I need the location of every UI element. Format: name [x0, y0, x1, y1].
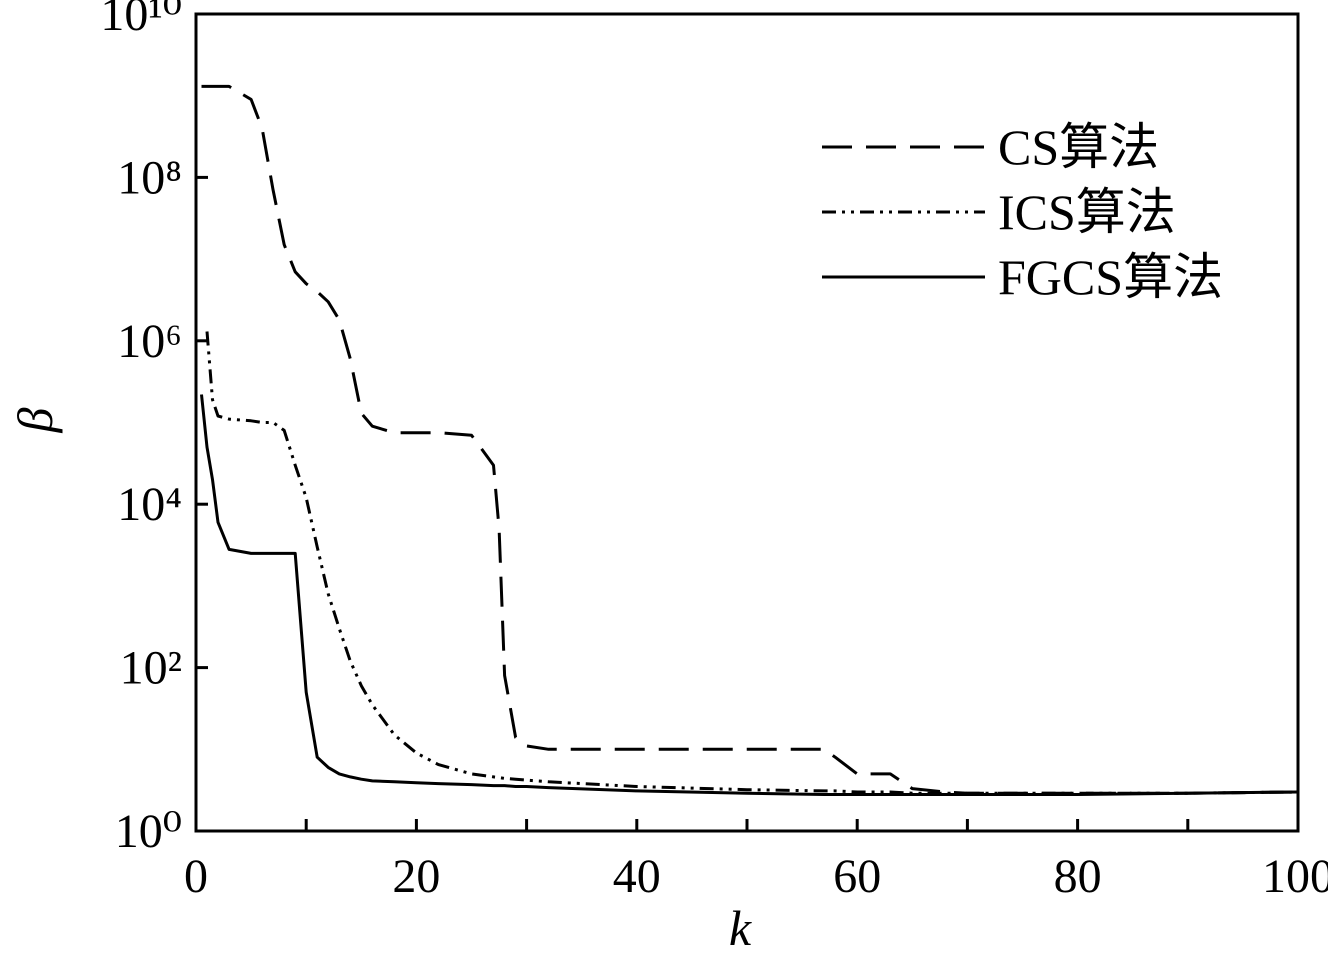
y-tick-label: 10⁶: [117, 315, 182, 368]
x-axis-label: k: [729, 900, 752, 956]
y-tick-label: 10⁸: [117, 151, 182, 204]
y-tick-label: 10²: [120, 642, 182, 695]
y-axis-label: β: [7, 407, 63, 433]
y-tick-label: 10⁰: [115, 805, 182, 858]
legend-label: ICS算法: [998, 184, 1176, 240]
x-tick-label: 20: [392, 850, 440, 903]
series-line: [205, 331, 1299, 795]
series-line: [201, 84, 1299, 795]
x-tick-label: 80: [1054, 850, 1102, 903]
legend-label: CS算法: [998, 119, 1159, 175]
series-line: [200, 394, 1299, 796]
x-tick-label: 100: [1262, 850, 1328, 903]
y-tick-label: 10¹⁰: [100, 0, 182, 41]
legend-label: FGCS算法: [998, 249, 1223, 305]
x-tick-label: 60: [833, 850, 881, 903]
y-tick-label: 10⁴: [117, 478, 182, 531]
x-tick-label: 0: [184, 850, 208, 903]
x-tick-label: 40: [613, 850, 661, 903]
